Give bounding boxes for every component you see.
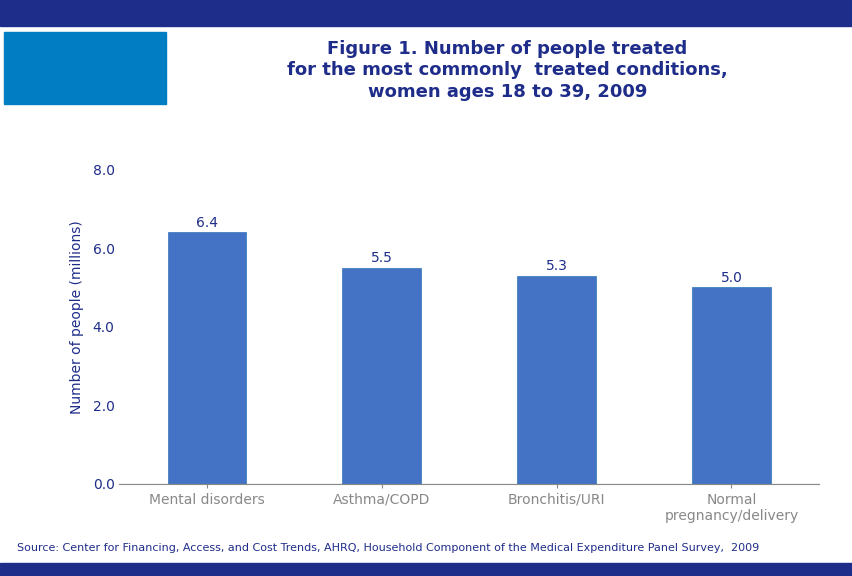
Text: Figure 1. Number of people treated: Figure 1. Number of people treated (327, 40, 687, 58)
Bar (167, 232, 246, 484)
Text: 6.4: 6.4 (196, 216, 217, 230)
Text: 5.3: 5.3 (545, 259, 567, 273)
Bar (342, 268, 421, 484)
Text: Source: Center for Financing, Access, and Cost Trends, AHRQ, Household Component: Source: Center for Financing, Access, an… (17, 543, 758, 554)
Bar (691, 287, 770, 484)
Text: 5.5: 5.5 (371, 251, 392, 266)
Text: for the most commonly  treated conditions,: for the most commonly treated conditions… (287, 61, 727, 79)
Bar (516, 275, 596, 484)
Text: 5.0: 5.0 (720, 271, 741, 285)
Text: women ages 18 to 39, 2009: women ages 18 to 39, 2009 (367, 82, 647, 101)
Y-axis label: Number of people (millions): Number of people (millions) (70, 220, 84, 414)
